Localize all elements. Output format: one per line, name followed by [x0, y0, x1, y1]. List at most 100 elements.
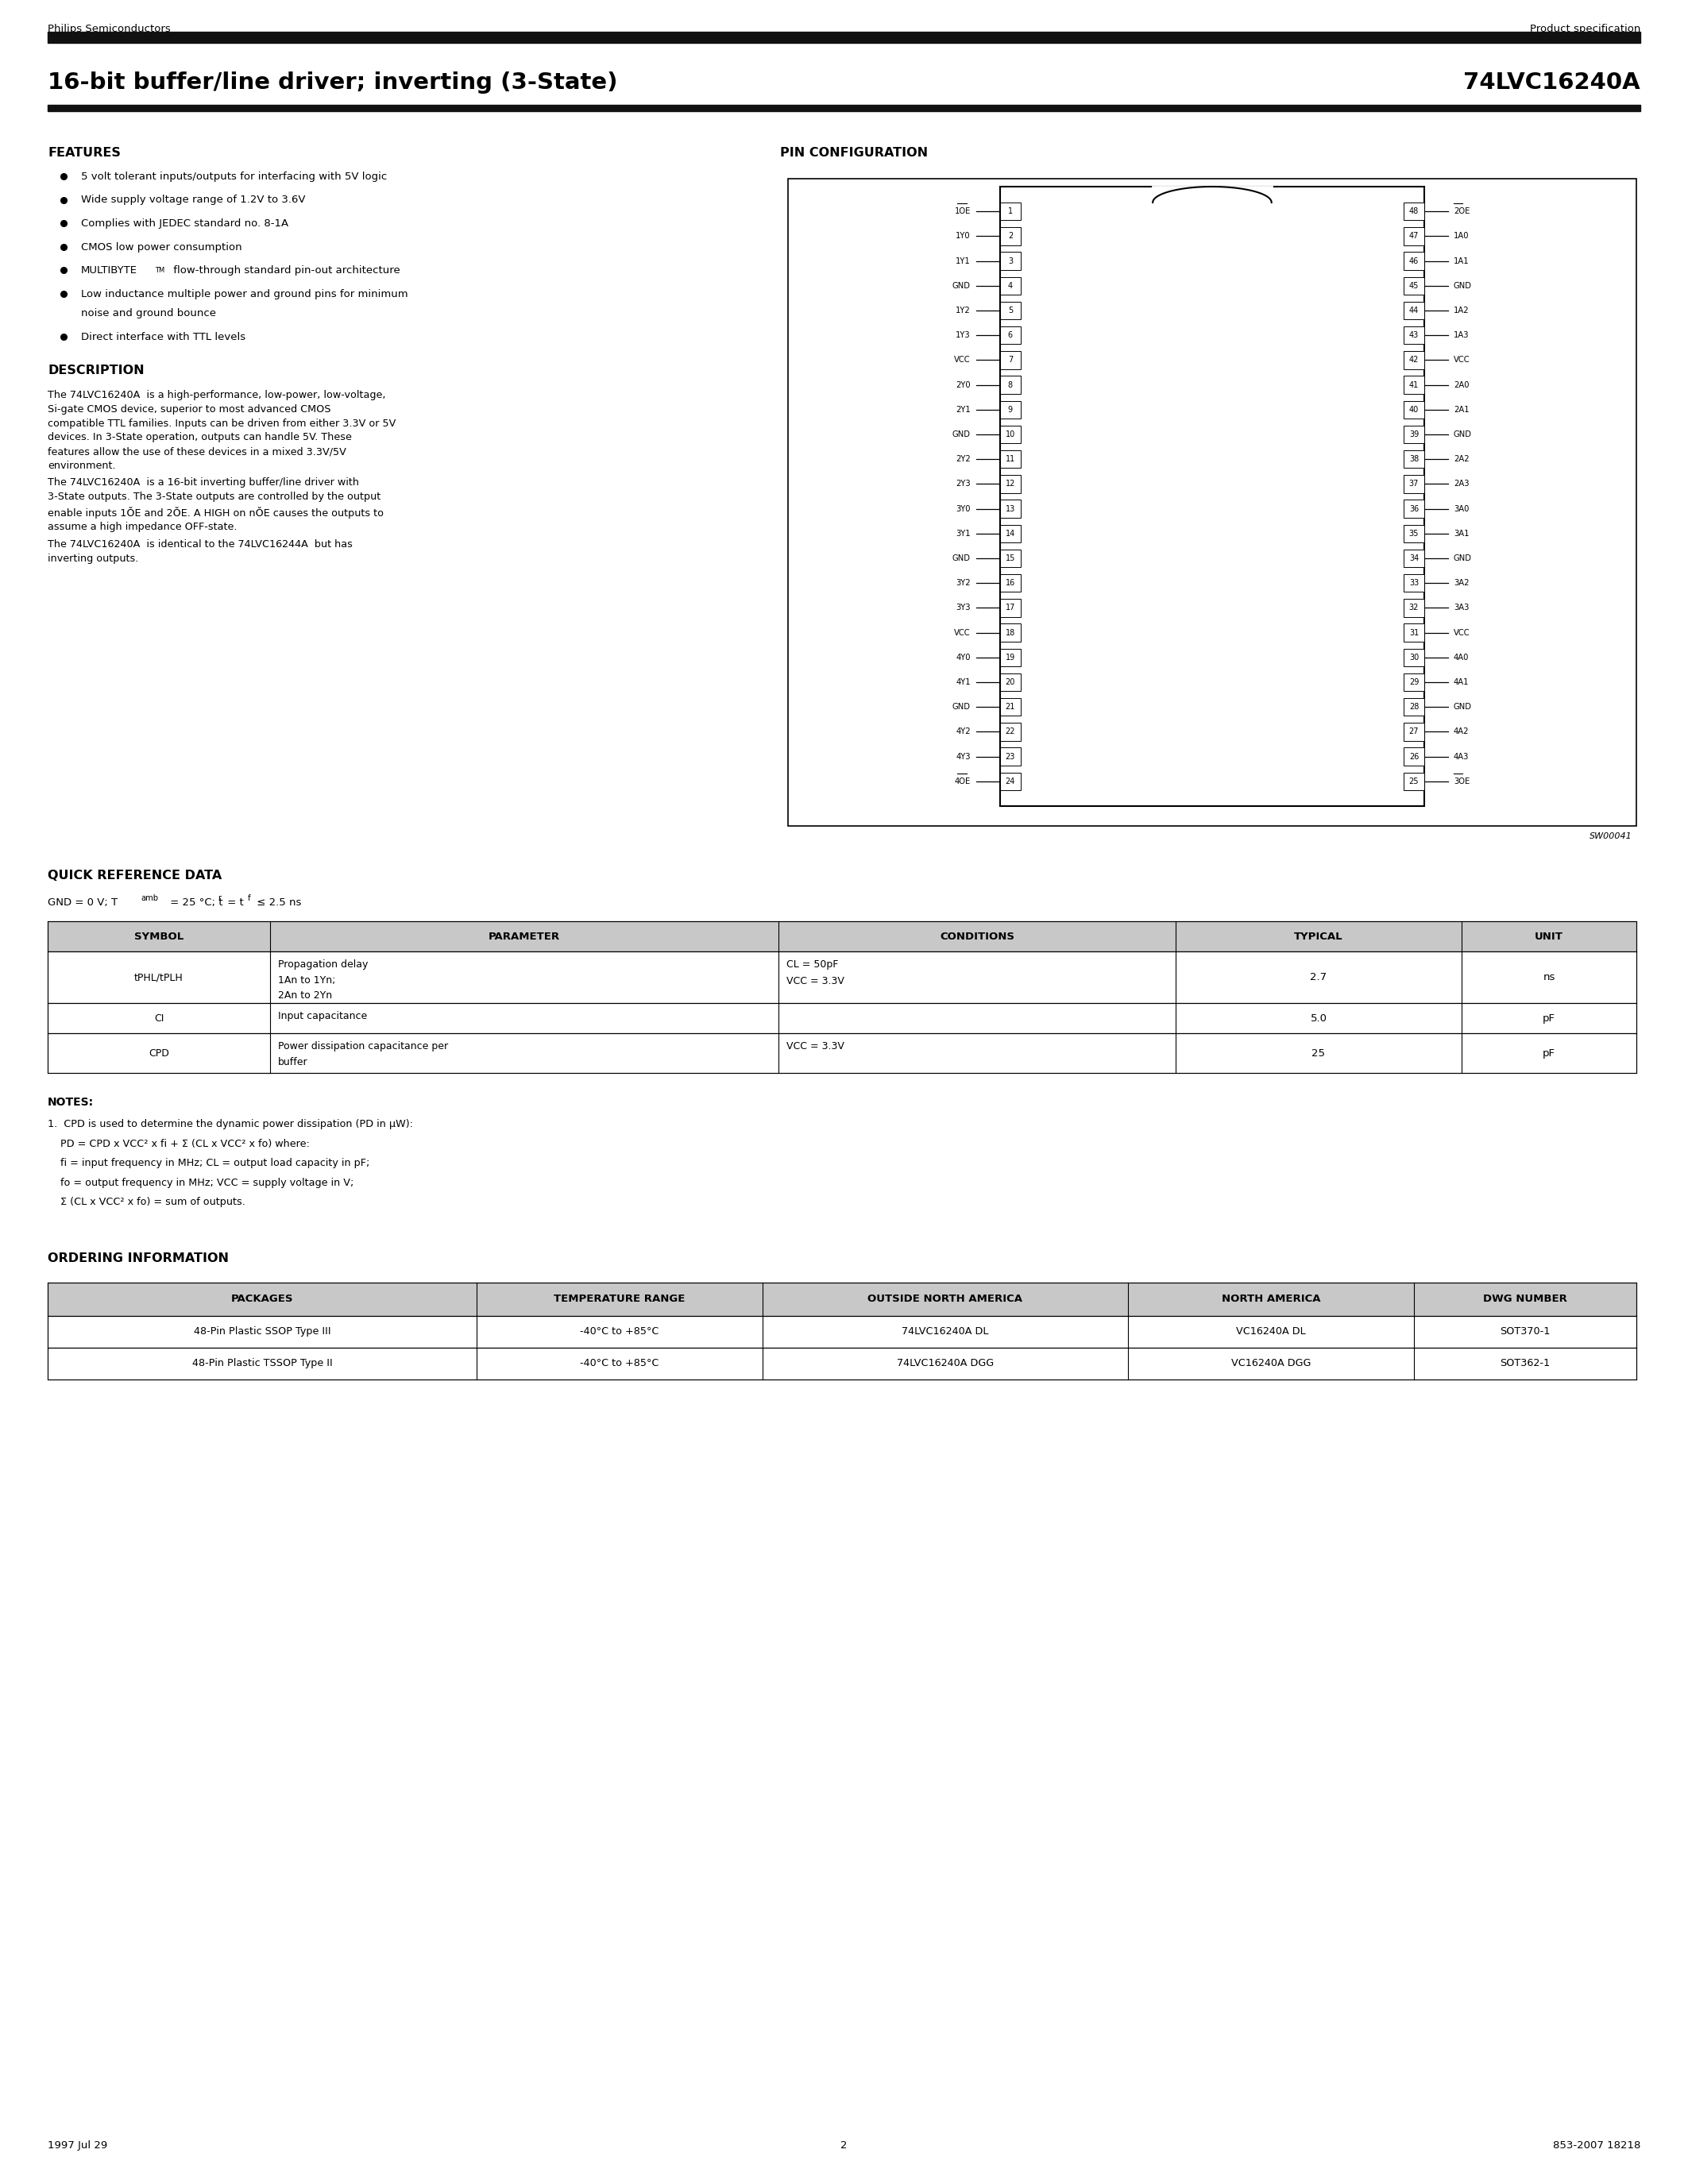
Text: 37: 37 [1409, 480, 1420, 487]
Text: 40: 40 [1409, 406, 1420, 413]
Text: 45: 45 [1409, 282, 1420, 290]
Bar [1404, 352, 1425, 369]
Text: 4A1: 4A1 [1453, 679, 1469, 686]
Bar [999, 450, 1021, 467]
Text: 29: 29 [1409, 679, 1420, 686]
Text: GND: GND [1453, 703, 1472, 712]
Text: tPHL/tPLH: tPHL/tPLH [135, 972, 184, 983]
Text: 4A0: 4A0 [1453, 653, 1469, 662]
Bar [999, 352, 1021, 369]
Text: pF: pF [1543, 1013, 1555, 1024]
Text: 2Y0: 2Y0 [955, 380, 971, 389]
Text: 48-Pin Plastic TSSOP Type II: 48-Pin Plastic TSSOP Type II [192, 1358, 333, 1369]
Bar [1404, 574, 1425, 592]
Bar [1404, 450, 1425, 467]
Text: Philips Semiconductors: Philips Semiconductors [47, 24, 170, 35]
Text: 15: 15 [1006, 555, 1014, 561]
Text: CONDITIONS: CONDITIONS [940, 930, 1014, 941]
Text: 7: 7 [1008, 356, 1013, 365]
Text: Input capacitance: Input capacitance [279, 1011, 368, 1022]
Text: 2Y2: 2Y2 [955, 454, 971, 463]
Text: GND: GND [1453, 282, 1472, 290]
Text: CPD: CPD [149, 1048, 169, 1059]
Text: 14: 14 [1006, 529, 1014, 537]
Text: 42: 42 [1409, 356, 1420, 365]
Text: PIN CONFIGURATION: PIN CONFIGURATION [780, 146, 928, 159]
Text: CI: CI [154, 1013, 164, 1024]
Text: 30: 30 [1409, 653, 1420, 662]
Text: 21: 21 [1006, 703, 1014, 712]
Text: SYMBOL: SYMBOL [133, 930, 184, 941]
Text: Low inductance multiple power and ground pins for minimum: Low inductance multiple power and ground… [81, 288, 408, 299]
Bar [1404, 773, 1425, 791]
Text: CL = 50pF: CL = 50pF [787, 959, 839, 970]
Bar [999, 673, 1021, 690]
Bar [999, 625, 1021, 642]
Text: GND: GND [1453, 430, 1472, 439]
Text: PD = CPD x VCC² x fi + Σ (CL x VCC² x fo) where:: PD = CPD x VCC² x fi + Σ (CL x VCC² x fo… [47, 1138, 309, 1149]
Bar [999, 574, 1021, 592]
Text: 1Y0: 1Y0 [955, 232, 971, 240]
Text: = 25 °C; t: = 25 °C; t [167, 898, 223, 909]
Text: 48-Pin Plastic SSOP Type III: 48-Pin Plastic SSOP Type III [194, 1326, 331, 1337]
Text: DESCRIPTION: DESCRIPTION [47, 365, 143, 376]
Bar [47, 1033, 1636, 1072]
Bar [999, 598, 1021, 616]
Bar [1404, 723, 1425, 740]
Text: 3A2: 3A2 [1453, 579, 1469, 587]
Text: 2.7: 2.7 [1310, 972, 1327, 983]
Bar [1404, 476, 1425, 494]
Text: VCC: VCC [1453, 356, 1470, 365]
Text: SOT362-1: SOT362-1 [1501, 1358, 1550, 1369]
Text: -40°C to +85°C: -40°C to +85°C [581, 1326, 658, 1337]
Text: ns: ns [1543, 972, 1555, 983]
Bar [1404, 400, 1425, 419]
Text: 74LVC16240A DGG: 74LVC16240A DGG [896, 1358, 994, 1369]
Bar [999, 400, 1021, 419]
Text: 3A0: 3A0 [1453, 505, 1469, 513]
Text: NOTES:: NOTES: [47, 1096, 95, 1107]
Bar [999, 550, 1021, 568]
Text: 35: 35 [1409, 529, 1420, 537]
Text: 1A1: 1A1 [1453, 258, 1469, 264]
Text: 31: 31 [1409, 629, 1420, 636]
Text: VCC = 3.3V: VCC = 3.3V [787, 1042, 844, 1051]
Bar [999, 203, 1021, 221]
Text: 22: 22 [1006, 727, 1014, 736]
Text: 32: 32 [1409, 605, 1420, 612]
Text: Propagation delay: Propagation delay [279, 959, 368, 970]
Bar [999, 251, 1021, 271]
Text: 43: 43 [1409, 332, 1420, 339]
Text: 9: 9 [1008, 406, 1013, 413]
Text: 74LVC16240A: 74LVC16240A [1463, 72, 1641, 94]
Text: 3: 3 [1008, 258, 1013, 264]
Text: fo = output frequency in MHz; VCC = supply voltage in V;: fo = output frequency in MHz; VCC = supp… [47, 1177, 354, 1188]
Text: 2Y3: 2Y3 [955, 480, 971, 487]
Text: 26: 26 [1409, 753, 1420, 760]
Bar [999, 325, 1021, 345]
Bar [999, 747, 1021, 764]
Text: r: r [218, 893, 221, 902]
Text: TYPICAL: TYPICAL [1295, 930, 1344, 941]
Bar [1404, 376, 1425, 393]
Text: GND: GND [952, 430, 971, 439]
Text: 5.0: 5.0 [1310, 1013, 1327, 1024]
Text: 20: 20 [1006, 679, 1014, 686]
Text: 1Y3: 1Y3 [955, 332, 971, 339]
Bar [47, 105, 1641, 111]
Text: Wide supply voltage range of 1.2V to 3.6V: Wide supply voltage range of 1.2V to 3.6… [81, 194, 306, 205]
Text: 25: 25 [1312, 1048, 1325, 1059]
Text: 19: 19 [1006, 653, 1014, 662]
Text: 1A2: 1A2 [1453, 306, 1469, 314]
Bar [1404, 699, 1425, 716]
Text: -40°C to +85°C: -40°C to +85°C [581, 1358, 658, 1369]
Bar [788, 179, 1636, 826]
Text: PACKAGES: PACKAGES [231, 1293, 294, 1304]
Bar [1404, 277, 1425, 295]
Text: Power dissipation capacitance per: Power dissipation capacitance per [279, 1042, 447, 1051]
Bar [999, 500, 1021, 518]
Text: TEMPERATURE RANGE: TEMPERATURE RANGE [554, 1293, 685, 1304]
Text: 3Y3: 3Y3 [955, 605, 971, 612]
Text: buffer: buffer [279, 1057, 307, 1068]
Bar [999, 773, 1021, 791]
